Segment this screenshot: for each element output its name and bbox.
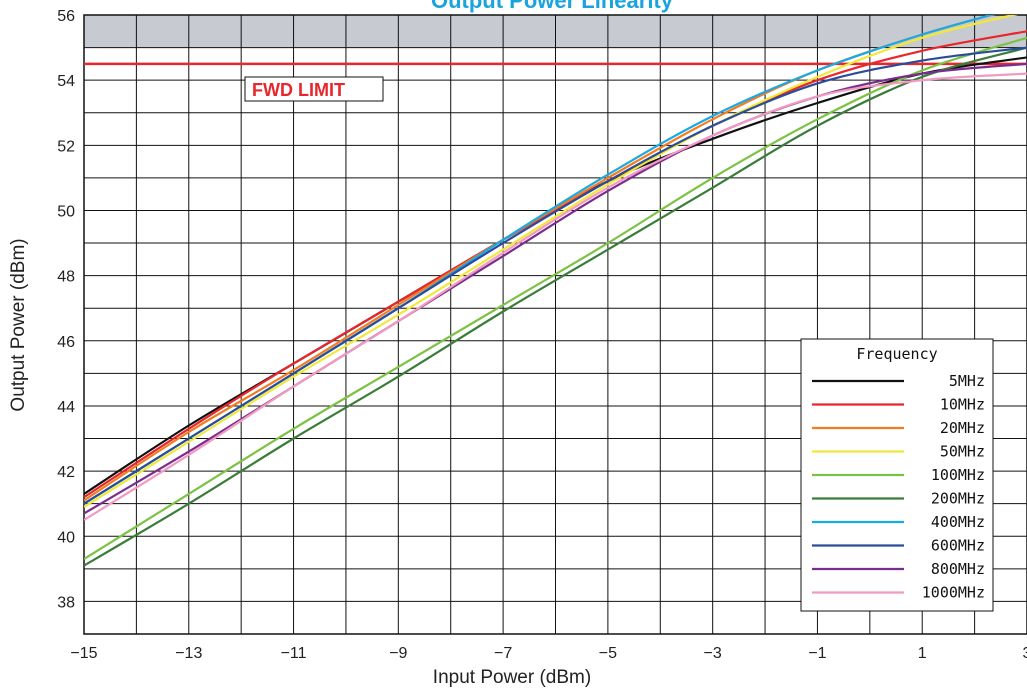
legend-item-label: 200MHz (931, 490, 985, 508)
x-tick-label: −15 (70, 645, 97, 662)
legend-item-label: 5MHz (949, 372, 985, 390)
y-tick-label: 50 (57, 203, 75, 220)
legend-item-label: 600MHz (931, 537, 985, 555)
x-tick-label: −1 (808, 645, 826, 662)
legend: Frequency 5MHz 10MHz 20MHz 50MHz 100MHz 200MH… (800, 338, 994, 612)
series-line-1000mhz (84, 72, 1027, 521)
x-tick-label: −3 (704, 645, 722, 662)
x-tick-label: −5 (599, 645, 617, 662)
x-tick-label: 3 (1023, 645, 1027, 662)
x-tick-label: 1 (918, 645, 927, 662)
y-tick-label: 38 (57, 594, 75, 611)
y-tick-label: 42 (57, 464, 75, 481)
plot-frame (83, 14, 1027, 635)
y-tick-label: 52 (57, 138, 75, 155)
y-axis-label: Output Power (dBm) (8, 238, 29, 411)
series-line-200mhz (84, 46, 1027, 567)
y-tick-label: 56 (57, 8, 75, 25)
series-line-100mhz (84, 36, 1027, 561)
series-group (84, 15, 1027, 567)
fwd-limit-label-box: FWD LIMIT (244, 76, 384, 102)
series-line-600mhz (84, 46, 1027, 505)
x-axis-label: Input Power (dBm) (433, 667, 591, 688)
legend-item-label: 100MHz (931, 466, 985, 484)
chart-title: Output Power Linearity (431, 0, 674, 13)
legend-item-label: 800MHz (931, 560, 985, 578)
legend-title: Frequency (856, 345, 937, 363)
y-tick-label: 46 (57, 334, 75, 351)
y-tick-label: 48 (57, 269, 75, 286)
fwd-limit-label: FWD LIMIT (252, 80, 345, 100)
legend-item-label: 10MHz (940, 396, 985, 414)
y-tick-label: 54 (57, 73, 75, 90)
x-tick-label: −13 (175, 645, 202, 662)
x-tick-label: −7 (494, 645, 512, 662)
legend-item-label: 20MHz (940, 419, 985, 437)
legend-item-label: 1000MHz (922, 584, 985, 602)
y-tick-label: 44 (57, 399, 75, 416)
series-line-50mhz (84, 15, 1018, 508)
x-tick-label: −11 (281, 645, 307, 662)
series-line-800mhz (84, 62, 1027, 515)
tick-labels: −15−13−11−9−7−5−3−1133840424446485052545… (57, 8, 1027, 662)
legend-item-label: 50MHz (940, 443, 985, 461)
legend-item-label: 400MHz (931, 513, 985, 531)
x-tick-label: −9 (389, 645, 407, 662)
y-tick-label: 40 (57, 529, 75, 546)
